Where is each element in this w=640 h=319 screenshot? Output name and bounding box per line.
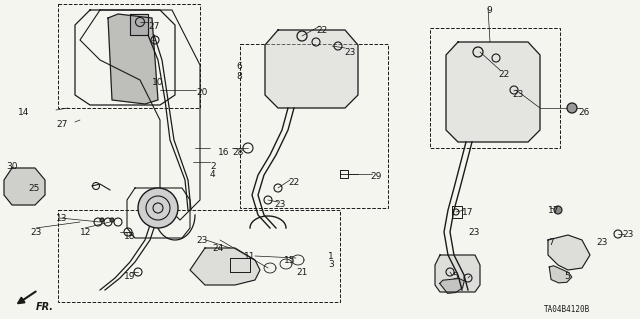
Text: 10: 10 [152,78,163,87]
Polygon shape [4,168,45,205]
Circle shape [100,218,104,222]
Polygon shape [108,14,158,104]
Text: 18: 18 [124,232,136,241]
Circle shape [138,188,178,228]
Polygon shape [549,266,572,283]
Text: 27: 27 [148,22,159,31]
Text: 22: 22 [316,26,327,35]
Text: 15: 15 [284,256,296,265]
Circle shape [567,103,577,113]
Text: 14: 14 [18,108,29,117]
Text: 29: 29 [370,172,381,181]
Text: 22: 22 [498,70,509,79]
Polygon shape [190,248,260,285]
Bar [58,210,340,302]
Text: 13: 13 [56,214,67,223]
Text: 23: 23 [468,228,479,237]
Polygon shape [446,42,540,142]
Text: 2: 2 [210,162,216,171]
Bar [430,28,560,148]
Text: 23: 23 [344,48,355,57]
Text: 11: 11 [244,252,255,261]
Text: 23: 23 [512,90,524,99]
Polygon shape [548,235,590,270]
Text: 21: 21 [296,268,307,277]
Text: 30: 30 [6,162,17,171]
Polygon shape [435,255,480,292]
Text: FR.: FR. [36,302,54,312]
Text: TA04B4120B: TA04B4120B [544,305,590,314]
Text: 16: 16 [218,148,230,157]
Circle shape [110,218,114,222]
Text: 17: 17 [548,206,559,215]
Polygon shape [440,278,464,293]
Bar [240,44,388,208]
Circle shape [554,206,562,214]
Polygon shape [130,14,148,35]
Text: 6: 6 [236,62,242,71]
Bar [58,4,200,108]
Text: 23: 23 [196,236,207,245]
Text: 17: 17 [462,208,474,217]
Text: 22: 22 [288,178,300,187]
Text: 23: 23 [30,228,42,237]
Text: 19: 19 [124,272,136,281]
Text: 26: 26 [578,108,589,117]
Text: 12: 12 [80,228,92,237]
Text: 5: 5 [452,272,458,281]
Text: 23: 23 [596,238,607,247]
Text: 5: 5 [564,272,570,281]
Text: 28: 28 [232,148,243,157]
Text: 9: 9 [486,6,492,15]
Text: 20: 20 [196,88,207,97]
Text: 24: 24 [212,244,223,253]
Text: 3: 3 [328,260,333,269]
Text: 7: 7 [548,238,554,247]
Text: 23: 23 [274,200,285,209]
Polygon shape [265,30,358,108]
Text: 4: 4 [210,170,216,179]
Text: 25: 25 [28,184,40,193]
Text: 1: 1 [328,252,333,261]
Text: 8: 8 [236,72,242,81]
Text: 23: 23 [622,230,634,239]
Text: 27: 27 [56,120,67,129]
